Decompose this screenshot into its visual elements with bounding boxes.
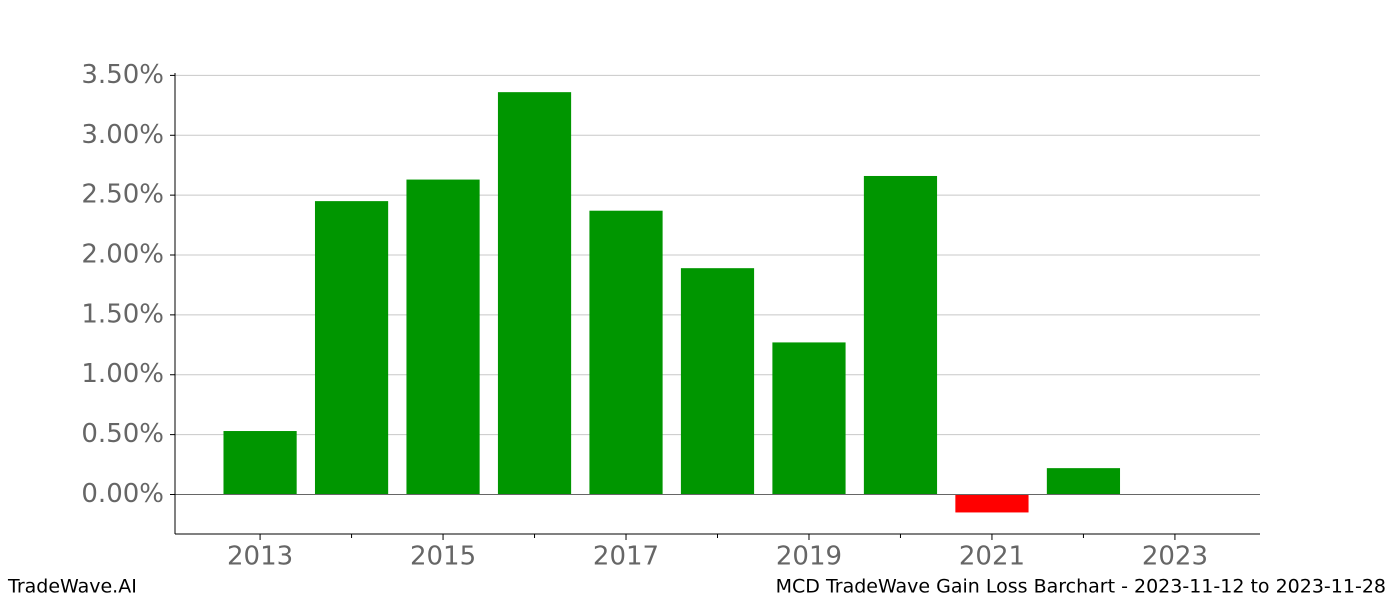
x-tick-label: 2017 [593,542,659,572]
bar [406,179,480,495]
y-tick-label: 1.50% [81,299,164,329]
y-tick-label: 1.00% [81,359,164,389]
bar [314,201,389,495]
bar [680,268,755,495]
x-tick-label: 2013 [227,542,293,572]
bar [955,494,1029,513]
bar [772,342,846,495]
x-tick-label: 2023 [1142,542,1208,572]
y-tick-label: 0.50% [81,419,164,449]
x-tick-label: 2015 [410,542,476,572]
bar [589,210,663,495]
y-tick-label: 2.50% [81,180,164,210]
y-tick-label: 3.50% [81,60,164,90]
x-tick-label: 2021 [959,542,1025,572]
y-tick-label: 0.00% [81,479,164,509]
footer-right: MCD TradeWave Gain Loss Barchart - 2023-… [776,576,1386,598]
y-tick-label: 3.00% [81,120,164,150]
bar [863,175,938,495]
x-tick-label: 2019 [776,542,842,572]
bar [497,92,572,495]
footer-left: TradeWave.AI [7,576,137,598]
bar [1046,468,1121,495]
bar [223,431,297,495]
y-tick-label: 2.00% [81,240,164,270]
